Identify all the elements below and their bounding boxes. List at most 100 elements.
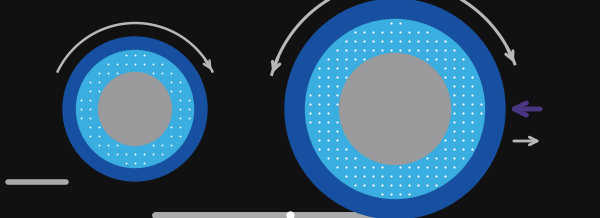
Point [449,93,459,97]
Point [395,174,405,178]
Point [431,174,441,178]
Point [422,30,432,34]
Point [112,71,122,75]
Point [467,120,477,124]
Point [314,93,324,97]
Point [139,161,149,165]
Point [377,39,387,43]
Point [332,75,342,79]
Point [404,192,414,196]
Point [467,129,477,133]
Point [323,84,333,88]
Point [323,66,333,70]
Point [175,125,185,129]
Point [314,84,324,88]
Point [395,48,405,52]
Point [323,138,333,142]
Point [440,66,450,70]
Point [332,48,342,52]
Point [175,89,185,93]
Point [112,62,122,66]
Point [314,75,324,79]
Point [458,147,468,151]
Point [395,183,405,187]
Point [404,39,414,43]
Point [458,93,468,97]
Point [175,98,185,102]
Point [404,174,414,178]
Point [166,80,176,84]
Point [85,98,95,102]
Point [323,102,333,106]
Point [386,183,396,187]
Point [395,39,405,43]
Point [166,89,176,93]
Point [467,93,477,97]
Point [422,57,432,61]
Point [377,183,387,187]
Point [323,111,333,115]
Circle shape [98,73,172,145]
Point [85,107,95,111]
Point [332,156,342,160]
Point [449,129,459,133]
Point [94,125,104,129]
Point [350,48,360,52]
Point [166,143,176,147]
Point [341,66,351,70]
Point [157,143,167,147]
Point [449,165,459,169]
Point [467,111,477,115]
Point [368,183,378,187]
Point [368,165,378,169]
Point [323,147,333,151]
Point [121,161,131,165]
Point [350,174,360,178]
Point [476,102,486,106]
Point [314,120,324,124]
Point [332,66,342,70]
Point [359,48,369,52]
Point [323,75,333,79]
Point [332,138,342,142]
Point [359,57,369,61]
Point [112,152,122,156]
Point [467,102,477,106]
Point [449,102,459,106]
Point [440,39,450,43]
Point [458,75,468,79]
Point [440,57,450,61]
Point [422,156,432,160]
Point [431,39,441,43]
Point [305,120,315,124]
Point [148,143,158,147]
Point [139,152,149,156]
Point [148,152,158,156]
Point [341,147,351,151]
Point [350,57,360,61]
Point [440,75,450,79]
Point [350,183,360,187]
Point [305,111,315,115]
Point [386,21,396,25]
Point [184,107,194,111]
Point [359,165,369,169]
Point [139,62,149,66]
Point [332,102,342,106]
Point [449,84,459,88]
Point [413,174,423,178]
Point [103,62,113,66]
Point [413,30,423,34]
Point [449,138,459,142]
Point [431,183,441,187]
Point [121,53,131,57]
Point [94,143,104,147]
Point [458,138,468,142]
Point [440,156,450,160]
Point [94,89,104,93]
Point [422,183,432,187]
Point [449,48,459,52]
Point [157,152,167,156]
Point [467,84,477,88]
Point [305,93,315,97]
